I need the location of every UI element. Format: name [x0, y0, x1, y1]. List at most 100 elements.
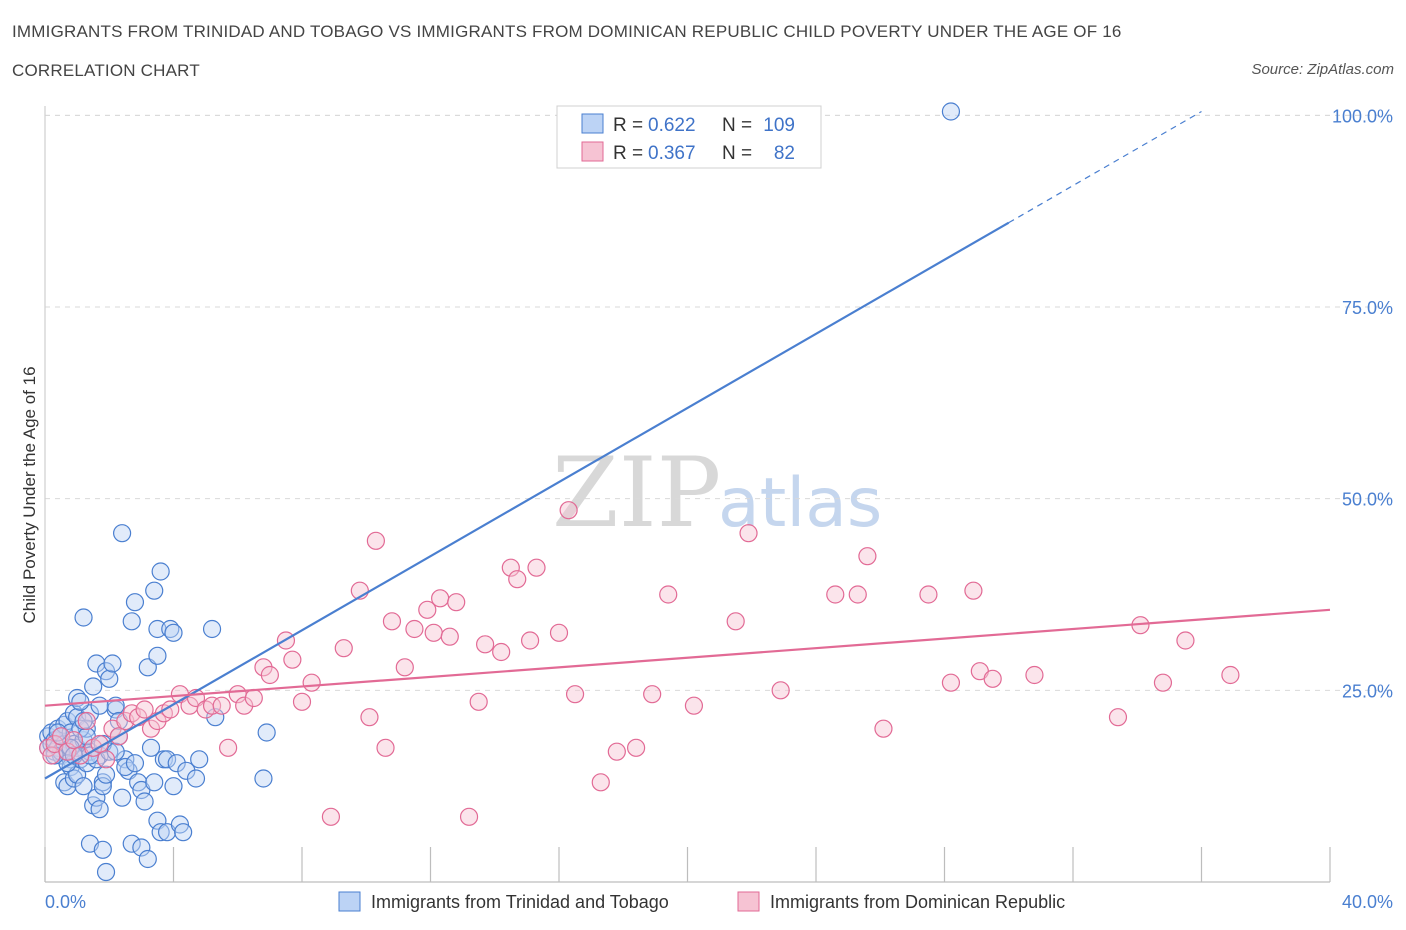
point-dominican-16 [135, 700, 154, 719]
point-dominican-81 [1108, 708, 1128, 727]
point-trinidad-61 [141, 738, 161, 757]
point-dominican-70 [771, 681, 790, 700]
legend-n-value-1: 109 [763, 115, 795, 136]
point-trinidad-69 [167, 754, 186, 773]
point-dominican-48 [431, 589, 450, 608]
trend-line-dominican [44, 608, 1331, 707]
trend-lines [44, 110, 1331, 780]
point-dominican-29 [235, 696, 254, 715]
point-trinidad-85 [122, 834, 141, 853]
x-tick-label-0: 0.0% [45, 892, 86, 912]
point-dominican-57 [520, 631, 540, 650]
point-dominican-55 [501, 558, 520, 577]
legend-n-label-1: N = [722, 115, 752, 136]
point-trinidad-54 [122, 612, 141, 631]
legend-swatch-blue [581, 113, 604, 134]
legend-r-value-1: 0.622 [648, 115, 696, 136]
point-trinidad-86 [132, 838, 151, 857]
point-dominican-72 [848, 585, 867, 604]
legend-n-value-2: 82 [774, 143, 795, 164]
point-trinidad-32 [74, 608, 93, 627]
point-dominican-77 [964, 581, 983, 600]
point-trinidad-105 [106, 742, 125, 761]
legend-r-label-1: R = [613, 115, 643, 136]
point-dominican-65 [643, 685, 662, 704]
point-dominican-64 [626, 738, 646, 757]
point-trinidad-66 [157, 750, 177, 769]
point-dominican-54 [492, 642, 511, 662]
point-trinidad-75 [174, 823, 193, 842]
watermark-atlas: atlas [718, 464, 882, 543]
point-dominican-71 [826, 585, 845, 604]
point-trinidad-98 [116, 757, 135, 777]
point-dominican-35 [292, 692, 312, 711]
point-trinidad-36 [87, 654, 106, 673]
y-tick-label-1: 50.0% [1342, 490, 1393, 510]
point-dominican-27 [219, 738, 238, 757]
y-axis-label: Child Poverty Under the Age of 16 [20, 366, 39, 623]
x-tick-labels: 0.0% 40.0% [45, 892, 1393, 912]
point-dominican-37 [321, 807, 341, 826]
point-trinidad-41 [87, 788, 106, 807]
legend-swatch-pink [581, 141, 604, 162]
point-trinidad-45 [100, 669, 119, 688]
point-dominican-58 [527, 558, 546, 577]
point-trinidad-80 [206, 708, 225, 727]
point-dominican-75 [919, 585, 938, 604]
legend-r-value-2: 0.367 [648, 143, 696, 164]
point-dominican-61 [565, 685, 585, 704]
point-trinidad-87 [138, 849, 157, 869]
point-dominican-44 [395, 658, 414, 677]
point-dominican-84 [1176, 631, 1195, 650]
point-dominican-38 [334, 639, 353, 658]
point-dominican-42 [376, 738, 395, 757]
point-dominican-25 [202, 696, 222, 715]
point-trinidad-62 [145, 581, 164, 600]
point-trinidad-76 [177, 761, 196, 780]
bottom-legend-label-2: Immigrants from Dominican Republic [770, 892, 1065, 912]
point-dominican-32 [260, 665, 279, 685]
point-trinidad-78 [190, 750, 209, 769]
point-dominican-34 [283, 650, 302, 669]
point-trinidad-52 [116, 750, 135, 769]
point-dominican-76 [941, 673, 961, 692]
point-trinidad-99 [148, 646, 167, 665]
point-dominican-66 [659, 585, 678, 604]
bottom-legend-label-1: Immigrants from Trinidad and Tobago [371, 892, 669, 912]
y-tick-labels: 25.0% 50.0% 75.0% 100.0% [1332, 106, 1393, 701]
point-dominican-47 [424, 623, 443, 642]
axes [44, 106, 1331, 883]
point-dominican-5 [64, 731, 84, 750]
point-dominican-7 [77, 711, 96, 731]
point-dominican-20 [161, 700, 180, 719]
point-dominican-73 [858, 547, 877, 566]
point-dominican-59 [549, 623, 569, 642]
point-trinidad-68 [164, 623, 183, 642]
point-trinidad-88 [96, 862, 116, 882]
point-dominican-40 [360, 708, 379, 727]
point-trinidad-77 [186, 769, 206, 788]
source-label: Source: ZipAtlas.com [1251, 61, 1394, 78]
point-dominican-30 [244, 688, 263, 708]
point-trinidad-42 [90, 800, 109, 819]
point-trinidad-108 [941, 102, 961, 121]
trend-line-trinidad [44, 221, 1010, 780]
point-dominican-67 [684, 696, 704, 715]
point-dominican-80 [1025, 665, 1044, 685]
point-trinidad-79 [202, 619, 222, 639]
series-dominican-points [39, 501, 1240, 826]
point-dominican-26 [212, 696, 231, 715]
point-trinidad-82 [254, 769, 273, 788]
point-trinidad-81 [257, 723, 276, 742]
point-trinidad-27 [74, 777, 93, 796]
point-dominican-43 [382, 612, 402, 631]
point-trinidad-107 [164, 777, 183, 796]
point-dominican-60 [559, 501, 578, 520]
trend-line-trinidad-extension [1008, 110, 1202, 224]
gridlines [45, 114, 1392, 691]
legend: R = 0.622 N = 109 R = 0.367 N = 82 [556, 105, 822, 169]
point-dominican-62 [591, 773, 610, 792]
point-dominican-49 [440, 627, 459, 646]
point-dominican-41 [366, 531, 385, 550]
